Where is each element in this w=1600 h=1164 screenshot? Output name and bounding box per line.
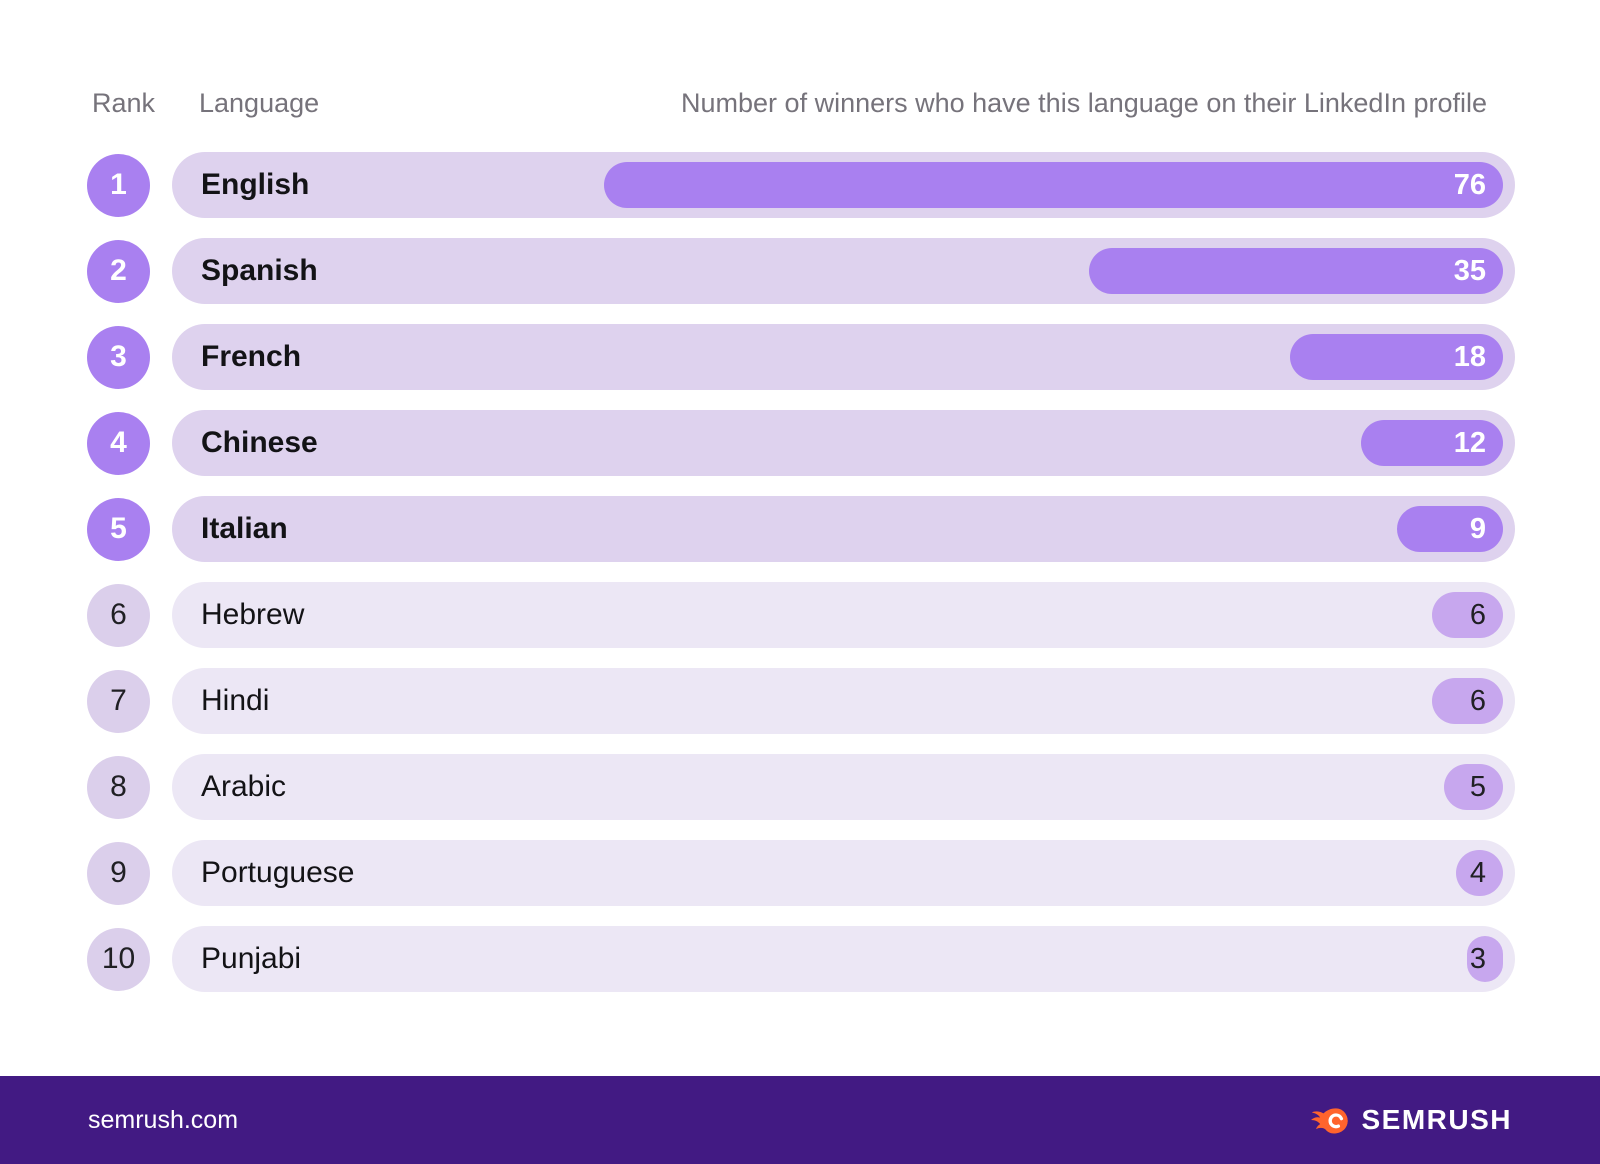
rank-number: 7 [110, 684, 127, 717]
value-bar: 18 [1290, 334, 1503, 380]
language-label: English [201, 168, 310, 201]
language-label: French [201, 340, 302, 373]
rank-badge: 3 [87, 325, 150, 389]
rank-badge: 10 [87, 927, 150, 991]
footer-bar: semrush.com SEMRUSH [0, 1076, 1600, 1164]
language-label: Chinese [201, 426, 318, 459]
table-row: 3 French 18 [87, 324, 1515, 390]
language-bar-track: English 76 [172, 152, 1515, 218]
value-label: 6 [1469, 598, 1486, 631]
rank-column-header: Rank [92, 88, 156, 118]
rank-number: 5 [110, 512, 127, 545]
language-bar-track: Portuguese 4 [172, 840, 1515, 906]
language-label: Spanish [201, 254, 318, 287]
value-bar: 3 [1467, 936, 1503, 982]
language-label: Hindi [201, 684, 270, 717]
value-label: 35 [1453, 254, 1486, 287]
language-label: Hebrew [201, 598, 305, 631]
language-bar-track: Chinese 12 [172, 410, 1515, 476]
rank-number: 9 [110, 856, 127, 889]
value-bar: 12 [1361, 420, 1503, 466]
language-bar-track: Spanish 35 [172, 238, 1515, 304]
value-bar: 6 [1432, 592, 1503, 638]
language-label: Arabic [201, 770, 287, 803]
value-bar: 5 [1444, 764, 1503, 810]
rank-number: 1 [110, 168, 127, 201]
table-row: 5 Italian 9 [87, 496, 1515, 562]
language-column-header: Language [199, 88, 320, 118]
rank-number: 10 [101, 942, 136, 975]
rank-number: 3 [110, 340, 127, 373]
language-label: Punjabi [201, 942, 302, 975]
site-url: semrush.com [88, 1105, 239, 1134]
language-bar-track: Arabic 5 [172, 754, 1515, 820]
language-bar-chart: 1 English 76 2 Spanish 35 3 French 18 [87, 152, 1515, 992]
language-bar-track: Hindi 6 [172, 668, 1515, 734]
value-column-header: Number of winners who have this language… [681, 88, 1487, 118]
table-row: 8 Arabic 5 [87, 754, 1515, 820]
rank-number: 2 [110, 254, 127, 287]
table-row: 6 Hebrew 6 [87, 582, 1515, 648]
rank-number: 6 [110, 598, 127, 631]
rank-badge: 7 [87, 669, 150, 733]
table-row: 1 English 76 [87, 152, 1515, 218]
rank-number: 8 [110, 770, 127, 803]
rank-badge: 1 [87, 153, 150, 217]
rank-badge: 2 [87, 239, 150, 303]
table-row: 10 Punjabi 3 [87, 926, 1515, 992]
language-bar-track: Punjabi 3 [172, 926, 1515, 992]
value-label: 6 [1469, 684, 1486, 717]
value-label: 4 [1469, 856, 1486, 889]
value-bar: 9 [1397, 506, 1503, 552]
rank-badge: 4 [87, 411, 150, 475]
value-bar: 35 [1089, 248, 1503, 294]
value-label: 5 [1469, 770, 1486, 803]
value-bar: 4 [1456, 850, 1503, 896]
language-bar-track: French 18 [172, 324, 1515, 390]
value-bar: 6 [1432, 678, 1503, 724]
rank-badge: 8 [87, 755, 150, 819]
value-label: 9 [1469, 512, 1486, 545]
value-label: 76 [1453, 168, 1486, 201]
table-row: 4 Chinese 12 [87, 410, 1515, 476]
rank-badge: 5 [87, 497, 150, 561]
table-row: 9 Portuguese 4 [87, 840, 1515, 906]
language-bar-track: Hebrew 6 [172, 582, 1515, 648]
language-bar-track: Italian 9 [172, 496, 1515, 562]
value-label: 18 [1453, 340, 1486, 373]
semrush-flame-icon [1311, 1103, 1351, 1137]
language-label: Italian [201, 512, 288, 545]
table-row: 2 Spanish 35 [87, 238, 1515, 304]
rank-badge: 9 [87, 841, 150, 905]
semrush-logo: SEMRUSH [1311, 1103, 1512, 1137]
language-label: Portuguese [201, 856, 355, 889]
rank-number: 4 [110, 426, 127, 459]
brand-wordmark: SEMRUSH [1361, 1104, 1512, 1135]
rank-badge: 6 [87, 583, 150, 647]
value-bar: 76 [604, 162, 1503, 208]
value-label: 12 [1453, 426, 1486, 459]
value-label: 3 [1469, 942, 1486, 975]
table-row: 7 Hindi 6 [87, 668, 1515, 734]
